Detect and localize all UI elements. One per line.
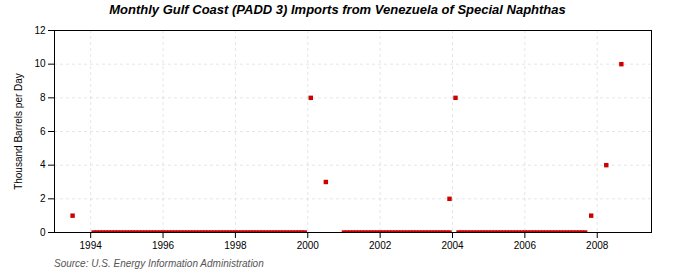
svg-text:2: 2 [40,193,46,204]
html-text:Monthly Gulf Coast (PADD 3) Im: Monthly Gulf Coast (PADD 3) Imports from… [109,2,566,17]
svg-text:1994: 1994 [80,240,103,251]
svg-text:2006: 2006 [514,240,537,251]
svg-text:1998: 1998 [224,240,247,251]
svg-text:2002: 2002 [369,240,392,251]
html-text:Source: U.S. Energy Informatio: Source: U.S. Energy Information Administ… [54,258,264,269]
svg-text:6: 6 [40,126,46,137]
svg-text:Thousand Barrels per Day: Thousand Barrels per Day [13,73,24,190]
svg-text:2004: 2004 [441,240,464,251]
svg-text:10: 10 [34,58,46,69]
svg-text:1996: 1996 [152,240,175,251]
svg-text:12: 12 [34,25,46,36]
svg-text:2000: 2000 [297,240,320,251]
svg-text:2008: 2008 [586,240,609,251]
svg-text:4: 4 [40,159,46,170]
svg-text:0: 0 [40,227,46,238]
svg-text:8: 8 [40,92,46,103]
